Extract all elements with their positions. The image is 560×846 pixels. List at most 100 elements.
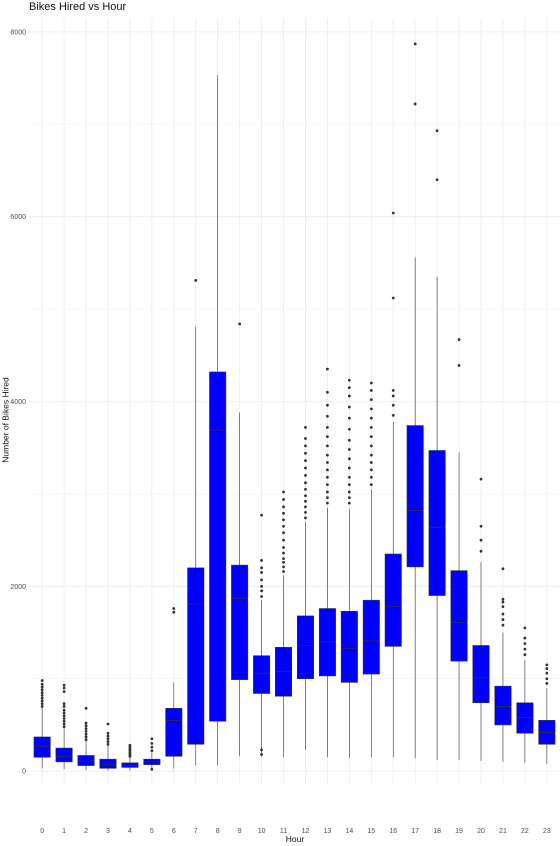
x-tick-label: 0 [40,828,44,835]
outlier-point [369,435,373,439]
outlier-point [282,524,285,528]
outlier-point [62,686,66,690]
outlier-point [260,566,263,570]
outlier-point [40,685,44,689]
outlier-point [304,466,307,470]
outlier-point [40,688,44,692]
box-hour-16 [384,211,402,758]
box-hour-7 [187,279,205,766]
outlier-point [304,459,307,463]
box-hour-10 [253,513,271,757]
x-tick-label: 2 [84,828,88,835]
y-tick-label: 4000 [10,399,26,406]
outlier-point [282,565,285,569]
box-hour-2 [77,706,95,771]
outlier-point [40,702,44,706]
x-tick-label: 7 [194,828,198,835]
outlier-point [260,513,263,517]
box-iqr [296,615,314,679]
box-iqr [340,611,358,683]
outlier-point [501,623,505,627]
outlier-point [369,381,373,385]
box-iqr [33,736,51,758]
y-tick-label: 2000 [10,584,26,591]
x-tick-label: 21 [499,828,507,835]
box-iqr [77,755,95,766]
box-hour-3 [99,722,117,771]
box-hour-0 [33,679,51,769]
x-tick-label: 9 [238,828,242,835]
outlier-point [435,178,439,182]
box-iqr [253,655,271,694]
outlier-point [347,496,351,500]
box-hour-6 [165,607,183,769]
outlier-point [326,414,329,418]
outlier-point [347,475,351,479]
outlier-point [40,682,44,686]
outlier-point [106,740,110,743]
outlier-point [172,610,176,614]
outlier-point [62,725,66,729]
outlier-point [260,578,263,582]
box-iqr [55,747,73,763]
outlier-point [347,483,351,487]
outlier-point [347,378,351,382]
outlier-point [84,730,88,733]
outlier-point [391,211,395,215]
outlier-point [62,711,66,715]
outlier-point [545,681,549,685]
outlier-point [84,735,88,739]
outlier-point [501,612,505,616]
outlier-point [326,483,329,487]
box-hour-1 [55,683,73,770]
outlier-point [347,405,351,409]
outlier-point [260,595,263,598]
x-tick-label: 13 [324,828,332,835]
outlier-point [40,696,44,700]
x-tick-label: 3 [106,828,110,835]
outlier-point [326,496,329,500]
box-hour-20 [472,477,490,761]
box-iqr [384,553,402,647]
outlier-point [282,560,285,564]
box-hour-4 [121,743,139,771]
box-iqr [121,762,139,768]
x-tick-label: 20 [477,828,485,835]
outlier-point [326,475,329,479]
box-iqr [516,702,534,734]
box-iqr [99,758,117,769]
outlier-point [369,407,373,411]
outlier-point [479,477,483,481]
outlier-point [326,444,329,448]
outlier-point [391,389,395,392]
box-hour-12 [296,425,314,750]
outlier-point [501,618,505,621]
outlier-point [369,398,373,402]
x-tick-label: 6 [172,828,176,835]
x-axis-label: Hour [286,834,305,844]
outlier-point [172,607,176,610]
outlier-point [62,690,66,694]
outlier-point [347,466,351,470]
outlier-point [62,702,66,706]
x-tick-label: 4 [128,828,132,835]
outlier-point [260,589,263,593]
outlier-point [326,435,329,439]
outlier-point [282,531,285,535]
outlier-point [304,487,307,491]
outlier-point [304,474,307,477]
outlier-point [391,394,395,398]
box-iqr [231,564,249,680]
box-hour-9 [231,322,249,757]
outlier-point [501,567,505,571]
outlier-point [40,691,44,694]
x-tick-label: 15 [367,828,375,835]
box-iqr [406,425,424,568]
y-axis-label: Number of Bikes Hired [1,377,11,463]
x-tick-label: 11 [280,828,287,835]
box-iqr [362,599,380,675]
box-iqr [165,708,183,757]
outlier-point [391,296,395,300]
outlier-point [347,416,351,420]
